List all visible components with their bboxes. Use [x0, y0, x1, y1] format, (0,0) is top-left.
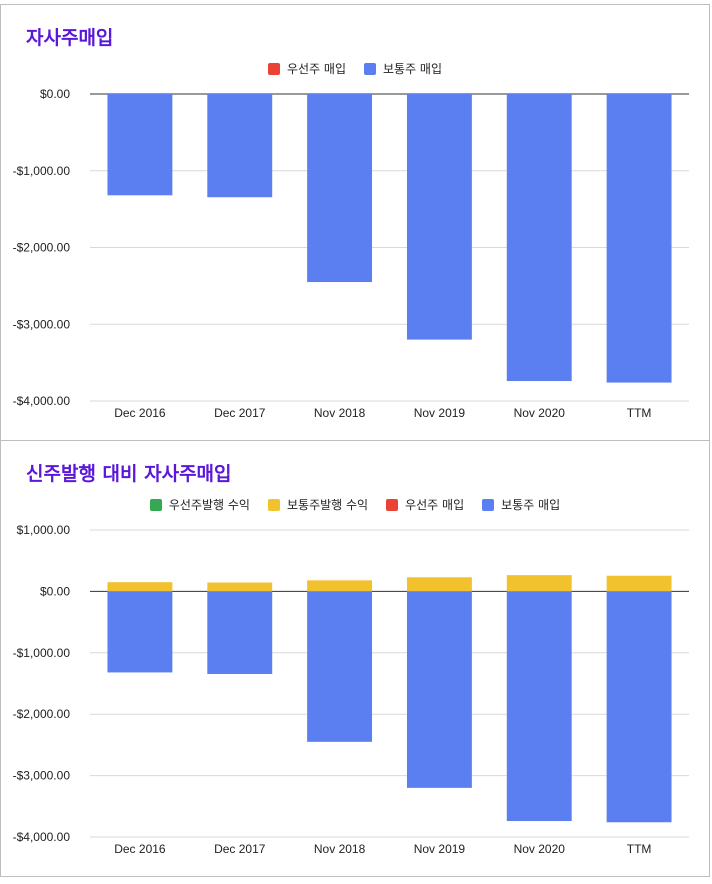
chart-legend: 우선주발행 수익 보통주발행 수익 우선주 매입 보통주 매입 [1, 496, 709, 513]
y-tick-label: $0.00 [40, 87, 70, 101]
x-tick-label: Nov 2019 [414, 406, 466, 420]
legend-swatch [482, 498, 495, 511]
legend-item-common-buyback[interactable]: 보통주 매입 [364, 60, 442, 77]
chart-title: 자사주매입 [26, 27, 114, 49]
x-tick-label: Dec 2016 [114, 406, 166, 420]
x-tick-label: Nov 2019 [414, 842, 466, 856]
y-tick-label: -$4,000.00 [13, 830, 71, 844]
legend-label: 보통주발행 수익 [286, 498, 369, 512]
x-tick-label: Nov 2018 [314, 842, 366, 856]
legend-swatch [364, 62, 376, 75]
bar-common-buyback [406, 591, 472, 788]
bar-common-buyback [107, 94, 173, 196]
bar-common-buyback [307, 591, 373, 742]
bar-common-buyback [207, 591, 273, 674]
chart-plot-buyback: $0.00 -$1,000.00 -$2,000.00 -$3,000.00 -$4,0… [13, 87, 689, 420]
bar-common-issuance [307, 580, 373, 592]
bar-common-issuance [406, 577, 472, 592]
chart-title: 신주발행 대비 자사주매입 [26, 463, 232, 485]
bar-common-buyback [207, 94, 273, 198]
legend-item-common-issuance[interactable]: 보통주발행 수익 [267, 496, 369, 513]
legend-item-preferred-issuance[interactable]: 우선주발행 수익 [149, 496, 250, 513]
x-tick-label: Nov 2020 [514, 842, 566, 856]
y-tick-label: -$4,000.00 [13, 394, 71, 408]
bar-common-issuance [107, 582, 173, 592]
x-tick-label: TTM [627, 842, 652, 856]
legend-swatch [386, 498, 399, 511]
legend-item-preferred-buyback[interactable]: 우선주 매입 [386, 496, 464, 513]
y-tick-label: -$3,000.00 [13, 769, 71, 783]
y-tick-label: -$3,000.00 [13, 317, 71, 331]
bar-common-issuance [506, 575, 572, 592]
bar-common-buyback [406, 94, 472, 340]
legend-item-preferred-buyback[interactable]: 우선주 매입 [267, 60, 346, 77]
legend-item-common-buyback[interactable]: 보통주 매입 [482, 496, 560, 513]
y-tick-label: -$2,000.00 [13, 241, 71, 255]
x-tick-label: Dec 2017 [214, 842, 266, 856]
bar-common-issuance [207, 582, 273, 592]
bar-common-buyback [606, 94, 672, 383]
legend-label: 우선주발행 수익 [168, 498, 250, 512]
bar-common-buyback [506, 591, 572, 822]
x-tick-label: Dec 2017 [214, 406, 266, 420]
chart-panel-buyback: 자사주매입 우선주 매입 보통주 매입 $0.00 -$1,000.00 -$2,0… [0, 4, 710, 441]
chart-legend: 우선주 매입 보통주 매입 [1, 60, 709, 77]
x-tick-label: TTM [627, 406, 652, 420]
y-tick-label: -$1,000.00 [13, 164, 71, 178]
y-tick-label: -$2,000.00 [13, 707, 71, 721]
y-tick-label: $1,000.00 [17, 523, 71, 537]
bar-common-buyback [307, 94, 373, 283]
legend-label: 보통주 매입 [383, 62, 443, 76]
legend-label: 보통주 매입 [501, 498, 561, 512]
bar-common-buyback [506, 94, 572, 382]
x-tick-label: Nov 2018 [314, 406, 366, 420]
legend-label: 우선주 매입 [286, 62, 346, 76]
legend-swatch [267, 498, 280, 511]
y-tick-label: $0.00 [40, 584, 70, 598]
legend-swatch [149, 498, 162, 511]
chart-plot-issuance-vs-buyback: $1,000.00 $0.00 -$1,000.00 -$2,000.00 -$3,00… [13, 523, 689, 856]
y-tick-label: -$1,000.00 [13, 646, 71, 660]
x-tick-label: Nov 2020 [514, 406, 566, 420]
bar-common-buyback [107, 591, 173, 673]
legend-swatch [267, 62, 280, 75]
legend-label: 우선주 매입 [405, 498, 465, 512]
bar-common-buyback [606, 591, 672, 823]
bar-common-issuance [606, 575, 672, 592]
chart-panel-issuance-vs-buyback: 신주발행 대비 자사주매입 우선주발행 수익 보통주발행 수익 우선주 매입 보… [0, 440, 710, 877]
x-tick-label: Dec 2016 [114, 842, 166, 856]
